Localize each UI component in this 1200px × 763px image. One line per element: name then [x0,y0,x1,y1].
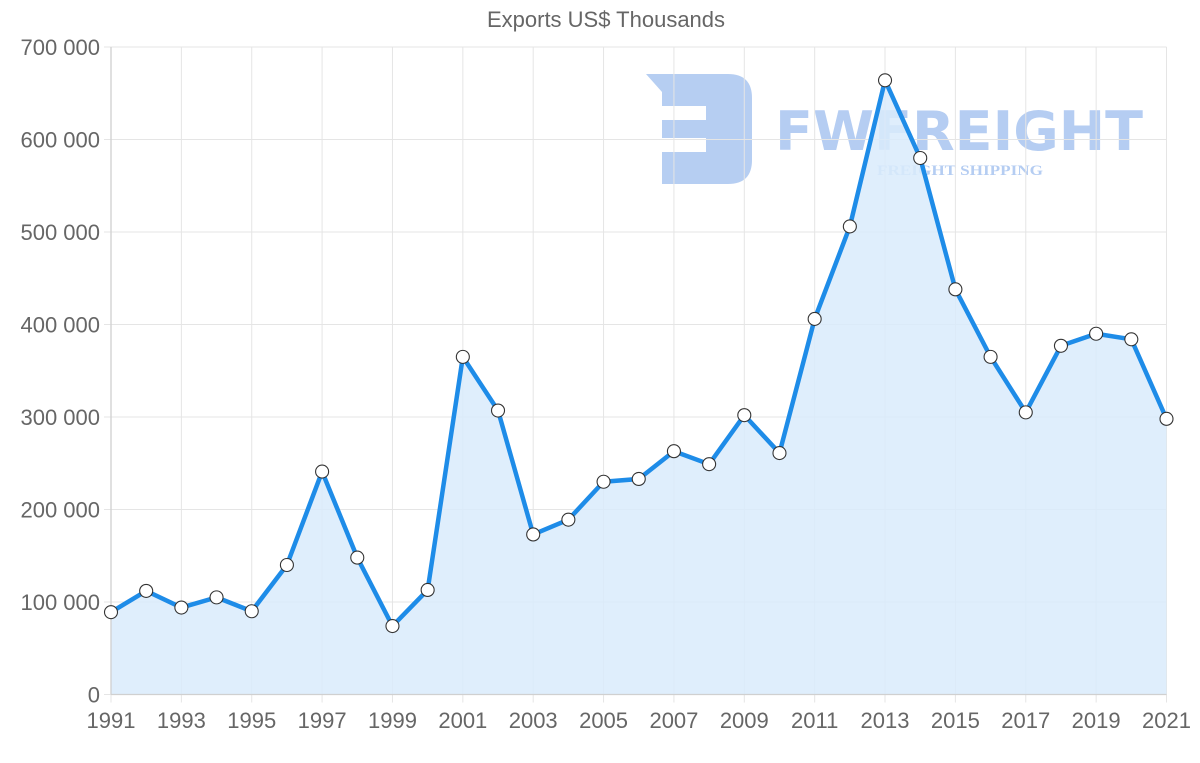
y-tick-label: 200 000 [20,498,100,523]
data-point[interactable] [737,408,752,423]
x-tick-label: 2019 [1072,708,1121,733]
data-point[interactable] [1053,338,1068,353]
data-point[interactable] [948,282,963,297]
chart-title: Exports US$ Thousands [486,7,726,32]
data-point[interactable] [877,73,893,88]
y-axis-ticks: 0 100 000 200 000 300 000 400 000 500 000 600 … [20,35,100,708]
x-tick-label: 1991 [87,708,136,733]
data-point[interactable] [490,403,506,418]
x-tick-label: 1993 [157,708,206,733]
x-tick-label: 2021 [1142,708,1191,733]
x-tick-label: 1995 [227,708,276,733]
y-tick-label: 0 [88,683,100,708]
x-axis-ticks: 1991 1993 1995 1997 1999 2001 2003 2005 2007 2009… [87,708,1191,733]
data-points [103,73,1174,634]
data-point[interactable] [842,219,857,234]
data-point[interactable] [350,550,365,565]
x-tick-label: 1999 [368,708,417,733]
data-area [111,80,1167,695]
data-point[interactable] [983,349,998,364]
x-tick-label: 2011 [791,708,838,733]
data-point[interactable] [807,311,822,327]
data-point[interactable] [455,349,470,364]
data-point[interactable] [596,474,611,489]
data-point[interactable] [666,444,681,459]
data-point[interactable] [139,583,154,598]
data-point[interactable] [702,457,717,472]
data-point[interactable] [315,464,330,479]
y-tick-label: 300 000 [20,405,100,430]
x-tick-label: 2017 [1001,708,1050,733]
data-point[interactable] [1159,411,1174,426]
data-point[interactable] [772,446,787,461]
data-point[interactable] [1124,332,1139,347]
data-point[interactable] [209,590,224,605]
y-tick-label: 500 000 [20,220,100,245]
x-tick-label: 2001 [438,708,487,733]
x-tick-label: 2009 [720,708,769,733]
x-tick-label: 2007 [649,708,698,733]
data-point[interactable] [913,150,928,166]
x-tick-label: 2003 [509,708,558,733]
y-tick-label: 600 000 [20,128,100,153]
x-tick-label: 2013 [861,708,910,733]
x-tick-label: 2015 [931,708,980,733]
data-point[interactable] [631,471,646,487]
data-point[interactable] [174,600,189,615]
data-point[interactable] [1018,405,1033,420]
watermark-logo: FWFREIGHT FREIGHT SHIPPING [646,74,1143,184]
y-tick-label: 100 000 [20,590,100,615]
data-point[interactable] [526,527,541,542]
data-point[interactable] [1089,326,1104,341]
axes [110,47,1167,696]
data-point[interactable] [420,582,435,598]
data-point[interactable] [385,618,400,634]
y-tick-label: 700 000 [20,35,100,60]
x-tick-label: 1997 [298,708,347,733]
data-point[interactable] [244,604,259,619]
data-point[interactable] [561,512,576,527]
x-tick-label: 2005 [579,708,628,733]
data-point[interactable] [279,557,294,573]
area-fill [111,80,1167,695]
watermark-brand: FWFREIGHT [775,100,1143,163]
y-tick-label: 400 000 [20,313,100,338]
logo-mark-icon [646,74,752,184]
data-point[interactable] [103,605,119,620]
